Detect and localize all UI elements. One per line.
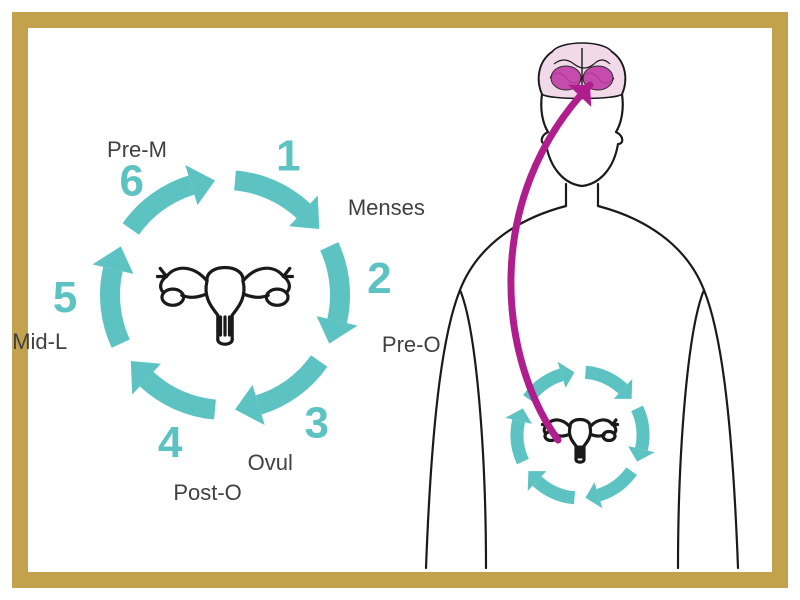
phase-number-1: 1 [276, 132, 300, 181]
phase-label-6: Pre-M [107, 137, 167, 162]
phase-number-3: 3 [305, 399, 329, 448]
diagram-root: 1 Menses 2 Pre-O 3 Ovul 4 Post-O 5 Mid-L 6Pre-M [0, 0, 800, 600]
phase-label-5: Mid-L [12, 329, 67, 354]
phase-number-6: 6 [120, 157, 144, 206]
diagram-svg: 1 Menses 2 Pre-O 3 Ovul 4 Post-O 5 Mid-L 6Pre-M [0, 0, 800, 600]
phase-label-1: Menses [348, 195, 425, 220]
phase-label-4: Post-O [173, 480, 241, 505]
phase-number-5: 5 [53, 273, 77, 322]
phase-number-4: 4 [158, 418, 183, 467]
phase-label-3: Ovul [248, 450, 293, 475]
phase-number-2: 2 [367, 254, 391, 303]
phase-label-2: Pre-O [382, 332, 441, 357]
